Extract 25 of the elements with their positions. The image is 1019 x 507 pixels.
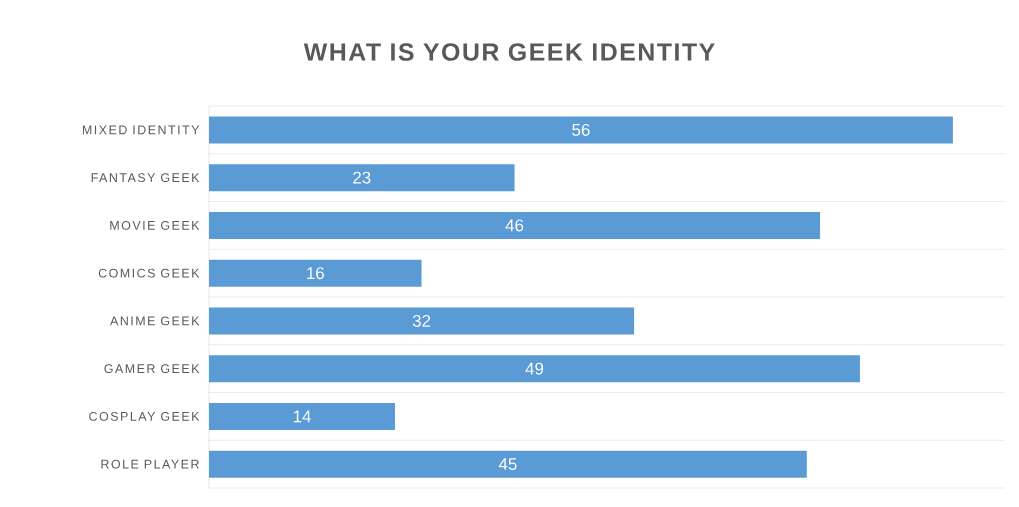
data-label: 46 xyxy=(505,219,524,232)
bar xyxy=(209,259,422,287)
y-tick-label: ROLE PLAYER xyxy=(101,459,199,469)
bar xyxy=(209,402,395,430)
data-label: 23 xyxy=(353,171,371,184)
data-label: 14 xyxy=(293,410,311,423)
y-tick-label: COMICS GEEK xyxy=(98,268,200,278)
bar xyxy=(209,450,807,478)
y-tick-label: MOVIE GEEK xyxy=(110,220,200,230)
y-tick-label: GAMER GEEK xyxy=(104,364,200,374)
bar xyxy=(209,211,821,239)
data-label: 45 xyxy=(498,458,517,471)
bar xyxy=(209,164,515,192)
bar xyxy=(209,307,635,335)
data-label: 56 xyxy=(572,123,590,136)
bar xyxy=(209,116,953,144)
y-tick-label: ANIME GEEK xyxy=(110,316,200,326)
chart-title: WHAT IS YOUR GEEK IDENTITY xyxy=(303,43,715,61)
y-tick-label: COSPLAY GEEK xyxy=(89,411,200,421)
data-label: 16 xyxy=(307,267,324,280)
bar xyxy=(209,355,860,383)
y-tick-label: MIXED IDENTITY xyxy=(82,125,200,135)
data-label: 32 xyxy=(412,314,431,327)
data-label: 49 xyxy=(525,362,544,375)
y-tick-label: FANTASY GEEK xyxy=(91,173,200,183)
